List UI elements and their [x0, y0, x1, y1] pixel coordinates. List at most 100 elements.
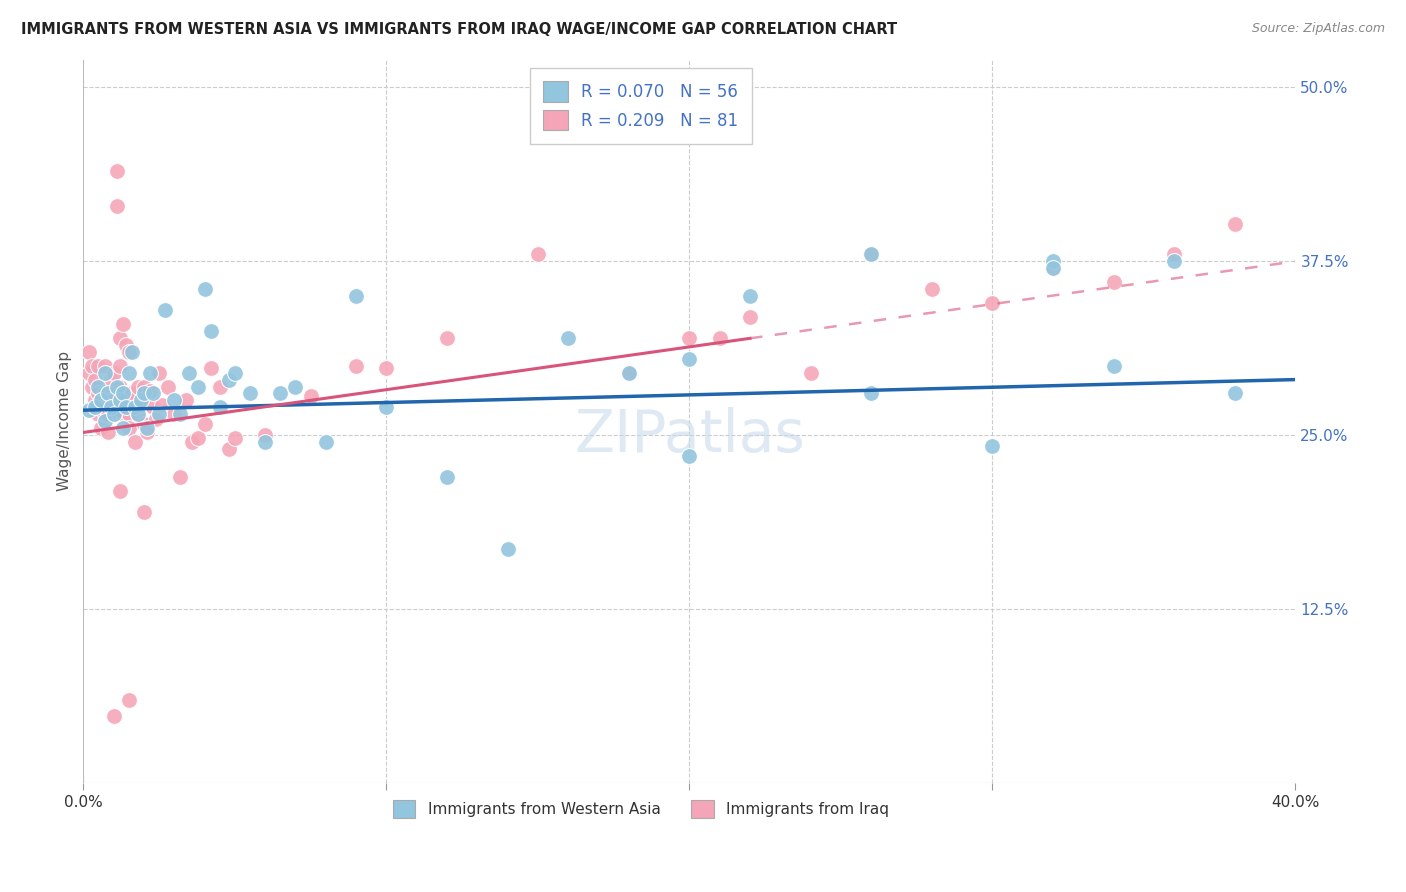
Point	[678, 331, 700, 345]
Point	[79, 344, 101, 359]
Y-axis label: Wage/Income Gap: Wage/Income Gap	[58, 351, 72, 491]
Point	[93, 359, 115, 373]
Point	[860, 247, 883, 261]
Point	[218, 442, 240, 457]
Point	[100, 393, 122, 408]
Point	[1042, 254, 1064, 268]
Point	[496, 542, 519, 557]
Point	[82, 359, 104, 373]
Point	[103, 366, 125, 380]
Point	[738, 289, 761, 303]
Point	[132, 386, 155, 401]
Point	[224, 366, 246, 380]
Point	[121, 344, 143, 359]
Point	[200, 324, 222, 338]
Point	[860, 247, 883, 261]
Point	[90, 393, 112, 408]
Point	[218, 373, 240, 387]
Point	[108, 331, 131, 345]
Point	[860, 386, 883, 401]
Point	[82, 379, 104, 393]
Point	[87, 379, 110, 393]
Point	[93, 366, 115, 380]
Point	[169, 408, 191, 422]
Point	[108, 483, 131, 498]
Point	[617, 366, 640, 380]
Point	[269, 386, 291, 401]
Point	[1223, 217, 1246, 231]
Point	[124, 435, 146, 450]
Point	[187, 379, 209, 393]
Point	[436, 331, 458, 345]
Text: Source: ZipAtlas.com: Source: ZipAtlas.com	[1251, 22, 1385, 36]
Point	[93, 414, 115, 428]
Point	[114, 401, 136, 415]
Point	[90, 393, 112, 408]
Point	[87, 408, 110, 422]
Point	[111, 421, 134, 435]
Point	[193, 282, 215, 296]
Point	[132, 505, 155, 519]
Point	[921, 282, 943, 296]
Point	[153, 303, 176, 318]
Text: ZIPatlas: ZIPatlas	[574, 408, 804, 465]
Point	[118, 408, 141, 422]
Point	[129, 398, 152, 412]
Point	[375, 401, 398, 415]
Point	[79, 366, 101, 380]
Point	[136, 421, 159, 435]
Point	[208, 379, 231, 393]
Point	[239, 386, 262, 401]
Point	[254, 428, 277, 442]
Point	[132, 379, 155, 393]
Point	[1102, 359, 1125, 373]
Point	[200, 361, 222, 376]
Point	[981, 439, 1004, 453]
Point	[108, 359, 131, 373]
Point	[105, 164, 128, 178]
Point	[93, 408, 115, 422]
Point	[127, 408, 149, 422]
Point	[118, 344, 141, 359]
Point	[284, 379, 307, 393]
Point	[163, 393, 186, 408]
Point	[90, 421, 112, 435]
Point	[738, 310, 761, 324]
Text: IMMIGRANTS FROM WESTERN ASIA VS IMMIGRANTS FROM IRAQ WAGE/INCOME GAP CORRELATION: IMMIGRANTS FROM WESTERN ASIA VS IMMIGRAN…	[21, 22, 897, 37]
Point	[163, 408, 186, 422]
Point	[981, 296, 1004, 310]
Point	[193, 417, 215, 431]
Point	[124, 401, 146, 415]
Point	[111, 408, 134, 422]
Point	[527, 247, 550, 261]
Point	[148, 366, 170, 380]
Point	[678, 449, 700, 463]
Point	[181, 435, 204, 450]
Point	[678, 351, 700, 366]
Point	[121, 393, 143, 408]
Point	[96, 425, 118, 440]
Point	[254, 435, 277, 450]
Point	[299, 389, 322, 403]
Point	[114, 386, 136, 401]
Point	[118, 366, 141, 380]
Point	[142, 401, 165, 415]
Point	[118, 692, 141, 706]
Point	[709, 331, 731, 345]
Point	[96, 386, 118, 401]
Point	[103, 393, 125, 408]
Point	[1102, 275, 1125, 289]
Point	[103, 709, 125, 723]
Point	[145, 411, 167, 425]
Point	[111, 317, 134, 331]
Point	[557, 331, 579, 345]
Point	[179, 366, 201, 380]
Point	[103, 408, 125, 422]
Point	[87, 386, 110, 401]
Legend: Immigrants from Western Asia, Immigrants from Iraq: Immigrants from Western Asia, Immigrants…	[385, 792, 897, 826]
Point	[157, 379, 180, 393]
Point	[127, 408, 149, 422]
Point	[176, 393, 198, 408]
Point	[79, 403, 101, 417]
Point	[87, 359, 110, 373]
